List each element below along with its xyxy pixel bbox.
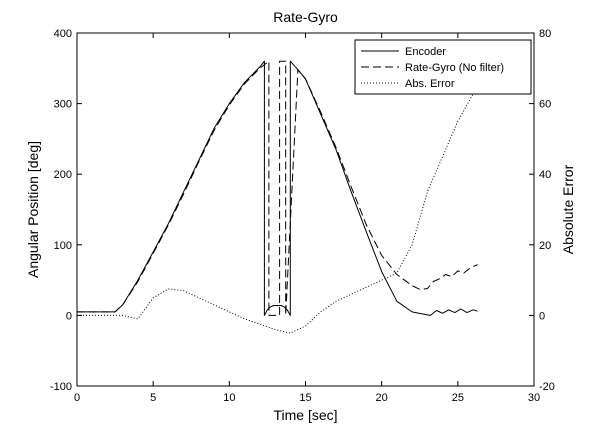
tick-layer: 0 5 10 15 20 25 30-1000100200300400-2002040608… [50, 28, 555, 404]
y2-tick-label: 80 [539, 28, 551, 40]
y2-tick-label: 40 [539, 169, 551, 181]
y2-tick-label: 0 [539, 310, 545, 322]
x-tick-label: 0 [74, 392, 80, 404]
legend: Encoder Rate-Gyro (No filter) Abs. Error [354, 39, 532, 95]
series-line-rate-gyro-no-filter [77, 60, 478, 316]
y-tick-label: 200 [54, 169, 72, 181]
legend-entry-rate-gyro: Rate-Gyro (No filter) [405, 62, 504, 74]
x-tick-label: 10 [223, 392, 235, 404]
y2-tick-label: 20 [539, 240, 551, 252]
x-tick-label: 25 [452, 392, 464, 404]
x-tick-label: 30 [528, 392, 540, 404]
y-tick-label: -100 [50, 381, 72, 393]
y-tick-label: 0 [66, 310, 72, 322]
y2-axis-label: Absolute Error [560, 164, 576, 254]
x-tick-label: 20 [376, 392, 388, 404]
x-tick-label: 15 [299, 392, 311, 404]
legend-box [354, 39, 532, 95]
y2-tick-label: 60 [539, 99, 551, 111]
chart-title: Rate-Gyro [273, 9, 338, 25]
series-layer [77, 60, 479, 334]
x-tick-label: 5 [150, 392, 156, 404]
y-axis-label: Angular Position [deg] [25, 141, 41, 278]
y-tick-label: 400 [54, 28, 72, 40]
series-line-encoder [77, 60, 478, 316]
y-tick-label: 100 [54, 240, 72, 252]
y2-tick-label: -20 [539, 381, 555, 393]
series-line-abs-error [77, 85, 479, 334]
x-axis-label: Time [sec] [273, 407, 337, 423]
legend-entry-abs-error: Abs. Error [405, 78, 455, 90]
y-tick-label: 300 [54, 99, 72, 111]
legend-entry-encoder: Encoder [405, 46, 446, 58]
